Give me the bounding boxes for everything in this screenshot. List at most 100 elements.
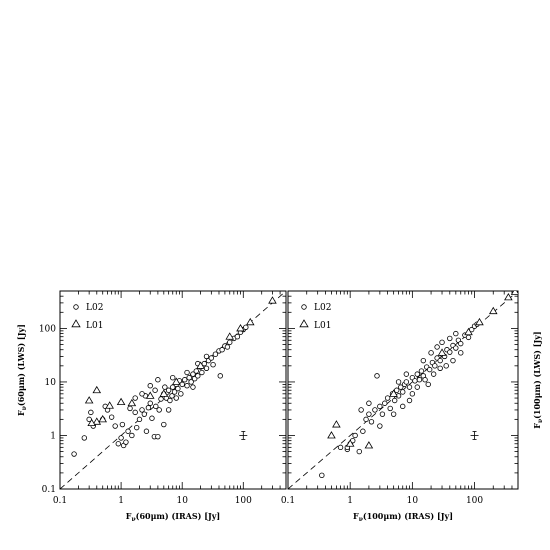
circle-point: [453, 330, 459, 337]
circle-point: [219, 347, 225, 353]
circle-point: [447, 335, 453, 342]
y-tick-label: 100: [39, 324, 56, 334]
circle-point: [356, 448, 362, 455]
triangle-point: [327, 431, 336, 439]
legend-label-l02: L02: [86, 303, 103, 313]
circle-point: [139, 407, 145, 413]
y-axis-label: Fν(100μm) (LWS) [Jy]: [532, 331, 544, 428]
circle-point: [158, 396, 164, 402]
circle-point: [141, 411, 148, 417]
circle-point: [125, 428, 131, 434]
circle-point: [227, 339, 233, 346]
triangle-point: [364, 441, 374, 449]
circle-point: [199, 369, 205, 376]
circle-point: [377, 403, 383, 410]
triangle-point: [92, 417, 102, 425]
circle-point: [179, 381, 185, 388]
legend-label-l01: L01: [86, 321, 103, 331]
triangle-point: [116, 397, 126, 406]
circle-point: [420, 357, 427, 364]
circle-point: [186, 375, 192, 381]
circle-point: [377, 423, 383, 429]
circle-point: [147, 400, 153, 406]
circle-point: [458, 340, 464, 347]
circle-point: [337, 444, 344, 451]
circle-point: [152, 387, 158, 393]
circle-point: [428, 350, 434, 356]
circle-point: [193, 368, 199, 374]
circle-point: [352, 432, 358, 439]
circle-point: [108, 414, 115, 420]
triangle-point: [437, 348, 447, 356]
right-panel: 0.1 1 10 100 Fν(100μm) (IRAS) [Jy] Fν(100μm) …: [281, 290, 544, 523]
circle-point: [132, 395, 138, 401]
x-tick-label: 0.1: [53, 496, 67, 506]
circle-point: [358, 407, 364, 413]
triangle-point: [332, 420, 341, 428]
legend: L02 L01: [299, 303, 331, 331]
circle-point: [409, 391, 416, 397]
circle-point: [432, 363, 438, 369]
circle-point: [156, 407, 162, 413]
circle-point: [384, 395, 391, 401]
triangle-point: [225, 332, 235, 340]
circle-point: [400, 389, 406, 395]
plot-area: [60, 291, 286, 489]
triangle-point: [510, 291, 518, 295]
circle-point: [382, 400, 388, 406]
triangle-point: [464, 327, 473, 336]
circle-point: [175, 385, 181, 392]
circle-point: [169, 393, 175, 399]
circle-point: [190, 371, 196, 377]
circle-point: [132, 409, 138, 416]
circle-point: [208, 355, 215, 361]
circle-point: [414, 384, 420, 390]
circle-point: [149, 415, 155, 421]
circle-point: [412, 378, 418, 384]
circle-point: [119, 421, 126, 428]
circle-point: [243, 324, 249, 330]
circle-point: [366, 411, 372, 417]
x-axis-label: Fν(100μm) (IRAS) [Jy]: [353, 511, 453, 523]
circle-point: [394, 387, 400, 393]
triangle-point: [105, 401, 114, 409]
triangle-point: [87, 418, 96, 427]
triangle-point: [171, 377, 181, 385]
circle-point: [443, 363, 449, 369]
circle-point: [426, 366, 433, 373]
circle-point: [395, 379, 402, 385]
y-axis-label: Fν(60μm) (LWS) [Jy]: [16, 324, 28, 416]
circle-point: [416, 377, 423, 383]
circle-point: [153, 403, 159, 410]
circle-point: [195, 373, 201, 379]
circle-point: [437, 357, 443, 364]
triangle-point: [84, 396, 94, 404]
circle-point: [224, 344, 231, 350]
plot-area: [288, 291, 518, 489]
circle-point: [178, 391, 184, 397]
circle-point: [390, 411, 397, 417]
circle-point: [366, 400, 372, 406]
y-tick-label: 1: [50, 431, 56, 441]
circle-point: [439, 339, 445, 346]
triangle-point: [127, 398, 137, 407]
circle-point: [118, 435, 124, 441]
circle-point: [363, 416, 369, 423]
triangle-point: [488, 306, 498, 315]
circle-point: [155, 377, 161, 383]
x-tick-label: 0.1: [281, 496, 295, 506]
circle-point: [171, 389, 178, 395]
circle-point: [115, 441, 122, 447]
circle-point: [203, 365, 210, 371]
legend: L02 L01: [71, 303, 103, 331]
circle-point: [188, 379, 194, 385]
circle-point: [182, 377, 188, 383]
triangle-point: [98, 414, 108, 423]
circle-point: [143, 428, 150, 434]
x-tick-label: 10: [176, 496, 188, 506]
x-tick-label: 100: [235, 496, 252, 506]
circle-point: [133, 424, 140, 431]
circle-point: [372, 407, 378, 413]
circle-point: [139, 391, 145, 397]
triangle-point: [71, 319, 81, 328]
